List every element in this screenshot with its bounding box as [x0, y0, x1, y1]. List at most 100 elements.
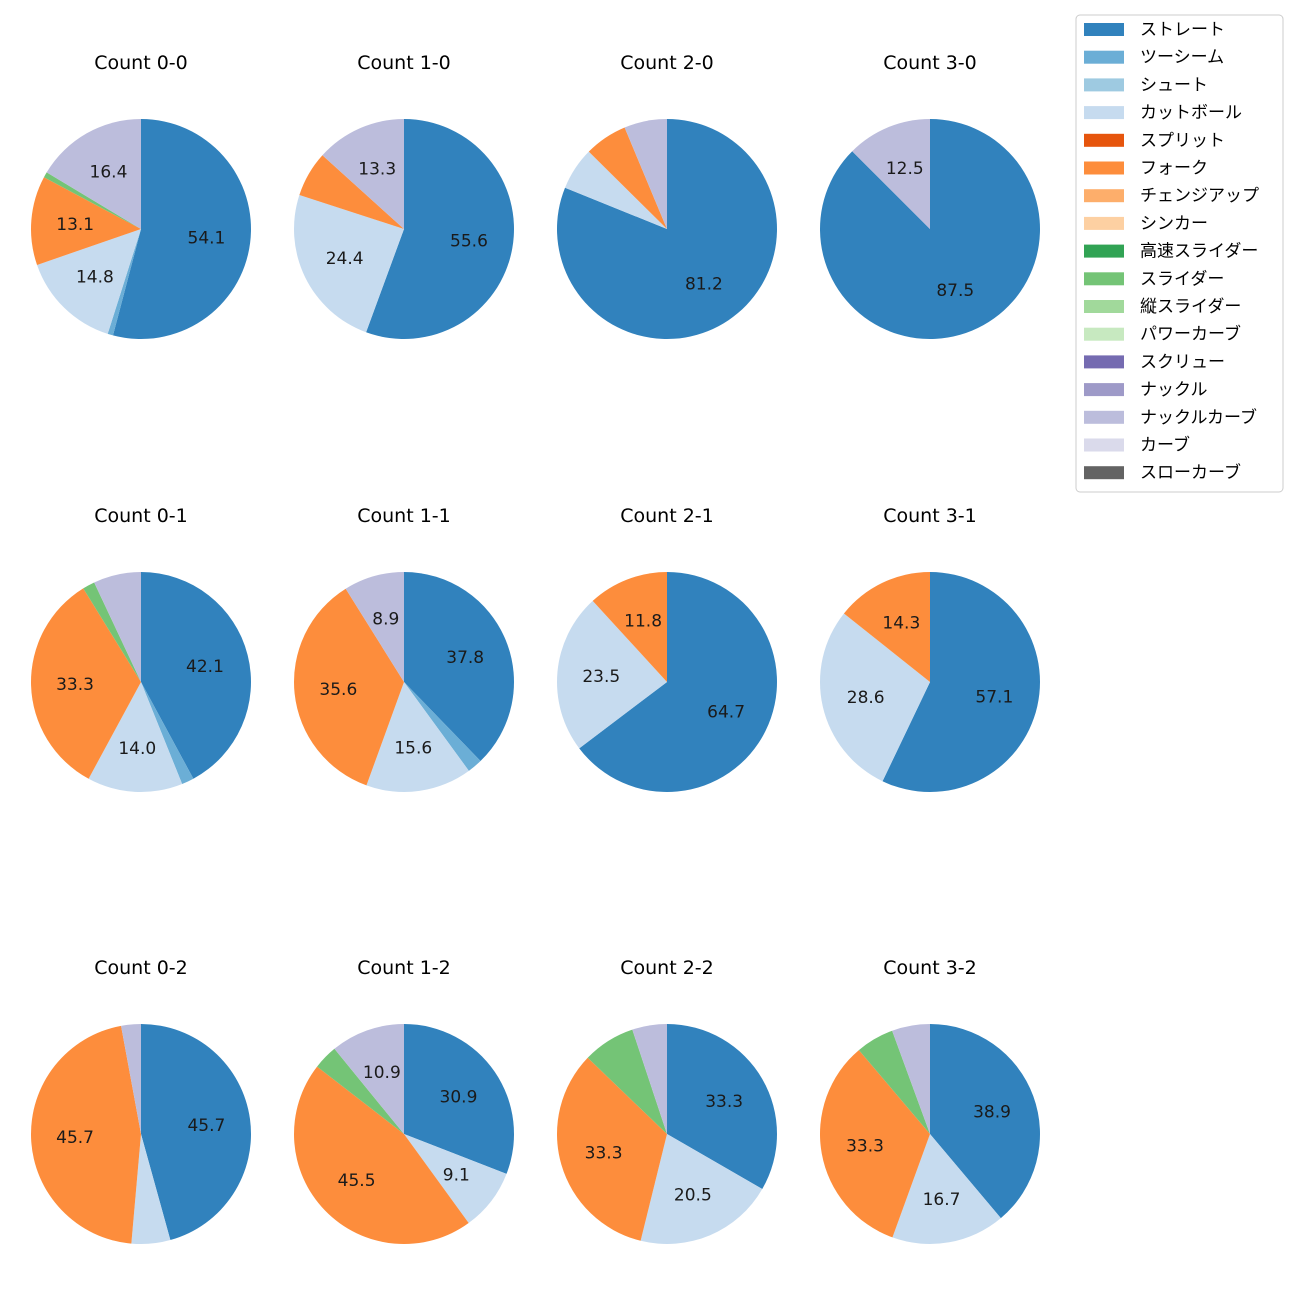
pie-10: Count 1-2 30.9 9.1 45.5 10.9	[294, 957, 514, 1244]
legend-item: カットボール	[1084, 103, 1242, 123]
pie-slice	[624, 119, 667, 229]
legend-label: フォーク	[1140, 159, 1208, 179]
pie-slice	[299, 155, 404, 229]
pie-6: Count 1-1 37.8 15.6 35.6 8.9	[293, 505, 515, 792]
pie-slice	[587, 1029, 667, 1134]
legend-item: パワーカーブ	[1084, 324, 1241, 345]
pie-slice	[556, 1057, 667, 1241]
legend-label: 高速スライダー	[1140, 242, 1258, 262]
legend-label: スプリット	[1140, 131, 1225, 151]
legend-swatch	[1084, 438, 1124, 452]
legend-item: スクリュー	[1084, 352, 1225, 372]
legend-label: シンカー	[1140, 214, 1208, 234]
legend-swatch	[1084, 189, 1124, 203]
slice-label: 14.8	[76, 267, 114, 287]
legend-label: チェンジアップ	[1140, 186, 1259, 206]
legend-item: シュート	[1084, 75, 1208, 95]
pie-4: Count 3-0 87.5 12.5	[820, 52, 1041, 339]
pie-title: Count 0-0	[94, 52, 188, 74]
pie-slice	[322, 119, 404, 229]
pie-slice	[31, 588, 141, 779]
pie-slice	[141, 1024, 252, 1241]
slice-label: 33.3	[56, 675, 94, 695]
slice-label: 45.5	[338, 1171, 376, 1191]
pie-slice	[588, 127, 667, 229]
pie-slice	[640, 1134, 763, 1244]
pie-charts: Count 0-0 54.1 14.8 13.1 16.4 Count 1-0 55.6 24…	[30, 52, 1041, 1244]
pie-slice	[334, 1024, 404, 1134]
legend-swatch	[1084, 410, 1124, 424]
slice-label: 14.3	[882, 614, 920, 634]
legend-swatch	[1084, 327, 1124, 341]
legend-item: シンカー	[1084, 214, 1208, 234]
pie-slice	[141, 682, 194, 785]
pie-slice	[858, 1030, 930, 1134]
slice-label: 13.1	[56, 215, 94, 235]
legend-item: スライダー	[1084, 269, 1224, 289]
slice-label: 35.6	[319, 680, 357, 700]
legend-item: ナックルカーブ	[1084, 407, 1257, 428]
legend-label: カットボール	[1140, 103, 1242, 123]
slice-label: 81.2	[685, 275, 723, 295]
pie-slice	[37, 229, 141, 334]
pie-slice	[852, 119, 930, 229]
pie-slice	[892, 1134, 1001, 1244]
pie-9: Count 0-2 45.7 45.7	[30, 957, 252, 1244]
pie-slice	[317, 1048, 404, 1134]
pie-slice	[892, 1024, 930, 1134]
slice-label: 16.4	[90, 163, 128, 183]
pie-slice	[820, 613, 930, 782]
pie-slice	[579, 572, 777, 793]
slice-label: 13.3	[358, 160, 396, 180]
pie-3: Count 2-0 81.2	[557, 52, 778, 339]
pie-slice	[46, 119, 141, 229]
legend-item: カーブ	[1084, 435, 1190, 456]
legend-swatch	[1084, 133, 1124, 147]
pie-slice	[882, 572, 1040, 792]
pie-slice	[131, 1134, 171, 1244]
pie-slice	[404, 1134, 507, 1223]
slice-label: 28.6	[847, 688, 885, 708]
legend-item: スプリット	[1084, 131, 1225, 151]
pie-title: Count 3-1	[883, 505, 977, 527]
slice-label: 24.4	[326, 249, 364, 269]
slice-label: 33.3	[585, 1143, 623, 1163]
pie-slice	[293, 588, 404, 786]
pie-slice	[366, 682, 469, 792]
slice-label: 87.5	[936, 281, 974, 301]
slice-label: 20.5	[674, 1186, 712, 1206]
legend-label: ナックルカーブ	[1140, 407, 1257, 428]
slice-label: 23.5	[582, 667, 620, 687]
legend-label: ストレート	[1140, 20, 1225, 40]
legend-item: チェンジアップ	[1084, 186, 1259, 206]
legend-swatch	[1084, 244, 1124, 258]
legend-swatch	[1084, 23, 1124, 36]
pie-title: Count 2-0	[620, 52, 714, 74]
pie-slice	[30, 177, 142, 265]
legend-label: スクリュー	[1140, 352, 1225, 372]
pie-slice	[83, 582, 141, 682]
legend-label: スライダー	[1140, 269, 1224, 289]
pie-slice	[294, 1066, 469, 1244]
slice-label: 33.3	[846, 1137, 884, 1157]
pie-slice	[843, 572, 930, 682]
pie-11: Count 2-2 33.3 20.5 33.3	[556, 957, 777, 1244]
slice-label: 38.9	[973, 1102, 1011, 1122]
pie-7: Count 2-1 64.7 23.5 11.8	[557, 505, 777, 793]
legend-item: 高速スライダー	[1084, 242, 1258, 262]
pie-title: Count 2-1	[620, 505, 714, 527]
legend-swatch	[1084, 300, 1124, 313]
slice-label: 45.7	[56, 1128, 94, 1148]
pie-slice	[107, 229, 141, 336]
pie-slice	[141, 572, 251, 779]
legend-item: ナックル	[1084, 380, 1208, 400]
legend-label: ツーシーム	[1140, 48, 1224, 68]
pie-title: Count 3-0	[883, 52, 977, 74]
pie-title: Count 2-2	[620, 957, 714, 979]
legend-swatch	[1084, 78, 1124, 92]
legend-swatch	[1084, 355, 1124, 369]
pie-title: Count 0-1	[94, 505, 188, 527]
slice-label: 15.6	[394, 738, 432, 758]
pie-slice	[819, 1050, 930, 1238]
